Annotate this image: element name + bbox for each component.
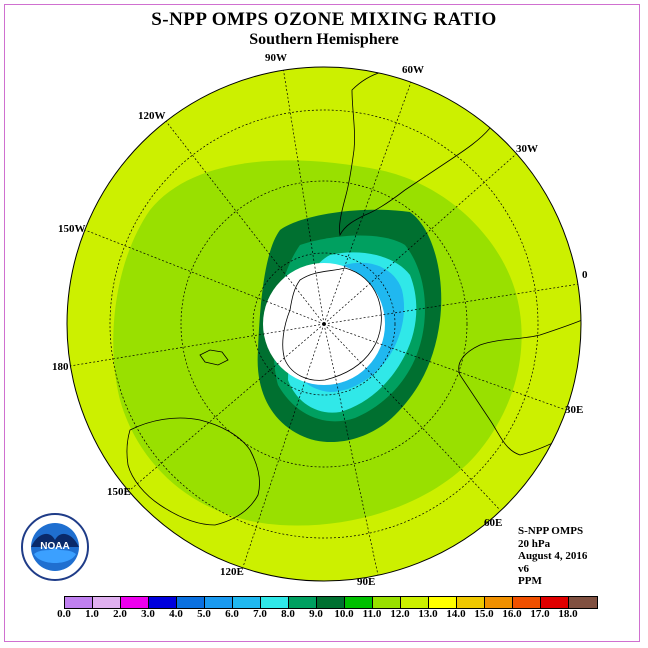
latitude-circles — [109, 109, 539, 539]
colorbar-swatch — [149, 597, 177, 608]
lon-label-120w: 120W — [138, 110, 166, 122]
meridians — [69, 67, 580, 576]
lon-label-60w: 60W — [402, 64, 424, 76]
colorbar-swatch — [121, 597, 149, 608]
lon-label-30w: 30W — [516, 143, 538, 155]
colorbar-tick-label: 5.0 — [197, 608, 211, 620]
colorbar-tick-label: 12.0 — [390, 608, 410, 620]
colorbar-tick-label: 6.0 — [225, 608, 239, 620]
colorbar-tick-label: 3.0 — [141, 608, 155, 620]
plot-frame — [4, 4, 640, 642]
colorbar-swatch — [261, 597, 289, 608]
colorbar-tick-label: 2.0 — [113, 608, 127, 620]
colorbar-tick-label: 13.0 — [418, 608, 438, 620]
pressure-label: 20 hPa — [518, 537, 551, 550]
colorbar-swatch — [93, 597, 121, 608]
colorbar-tick-label: 15.0 — [474, 608, 494, 620]
south-pole-marker — [322, 322, 326, 326]
colorbar — [64, 596, 598, 609]
info-block: S-NPP OMPS 20 hPa August 4, 2016 v6 PPM — [518, 525, 587, 588]
antarctica-coastline — [282, 267, 382, 381]
colorbar-tick-label: 7.0 — [253, 608, 267, 620]
lon-label-60e: 60E — [484, 517, 503, 529]
lon-label-30e: 30E — [565, 404, 584, 416]
colorbar-tick-label: 9.0 — [309, 608, 323, 620]
colorbar-tick-label: 1.0 — [85, 608, 99, 620]
date-label: August 4, 2016 — [518, 550, 588, 562]
colorbar-swatch — [317, 597, 345, 608]
colorbar-swatch — [233, 597, 261, 608]
colorbar-swatch — [457, 597, 485, 608]
colorbar-swatch — [65, 597, 93, 608]
map-subtitle: Southern Hemisphere — [249, 31, 399, 48]
lon-label-120e: 120E — [220, 566, 244, 578]
instrument-label: S-NPP OMPS — [518, 525, 584, 537]
lon-label-90e: 90E — [357, 576, 376, 588]
colorbar-swatch — [541, 597, 569, 608]
map-boundary — [66, 66, 582, 582]
lon-label-180: 180 — [52, 361, 69, 373]
map-title: S-NPP OMPS OZONE MIXING RATIO — [151, 9, 497, 30]
noaa-logo-text: NOAA — [40, 541, 69, 552]
colorbar-tick-label: 18.0 — [558, 608, 578, 620]
colorbar-swatch — [373, 597, 401, 608]
colorbar-swatch — [205, 597, 233, 608]
noaa-logo: NOAA — [21, 513, 89, 581]
lon-label-0: 0 — [582, 269, 588, 281]
colorbar-tick-label: 16.0 — [502, 608, 522, 620]
colorbar-swatch — [429, 597, 457, 608]
colorbar-tick-label: 0.0 — [57, 608, 71, 620]
lon-label-90w: 90W — [265, 52, 287, 64]
units-label: PPM — [518, 575, 542, 587]
colorbar-swatch — [177, 597, 205, 608]
colorbar-tick-label: 10.0 — [334, 608, 354, 620]
colorbar-swatch — [401, 597, 429, 608]
new-zealand-coastline — [199, 349, 229, 366]
africa-coastline — [458, 319, 581, 456]
colorbar-tick-label: 11.0 — [362, 608, 382, 620]
lon-label-150e: 150E — [107, 486, 131, 498]
colorbar-tick-label: 17.0 — [530, 608, 550, 620]
lon-label-150w: 150W — [58, 223, 86, 235]
version-label: v6 — [518, 562, 529, 575]
colorbar-tick-label: 14.0 — [446, 608, 466, 620]
colorbar-swatch — [289, 597, 317, 608]
colorbar-tick-label: 8.0 — [281, 608, 295, 620]
colorbar-swatch — [485, 597, 513, 608]
colorbar-swatch — [569, 597, 597, 608]
australia-coastline — [126, 417, 260, 526]
colorbar-swatch — [513, 597, 541, 608]
colorbar-tick-label: 4.0 — [169, 608, 183, 620]
colorbar-swatch — [345, 597, 373, 608]
